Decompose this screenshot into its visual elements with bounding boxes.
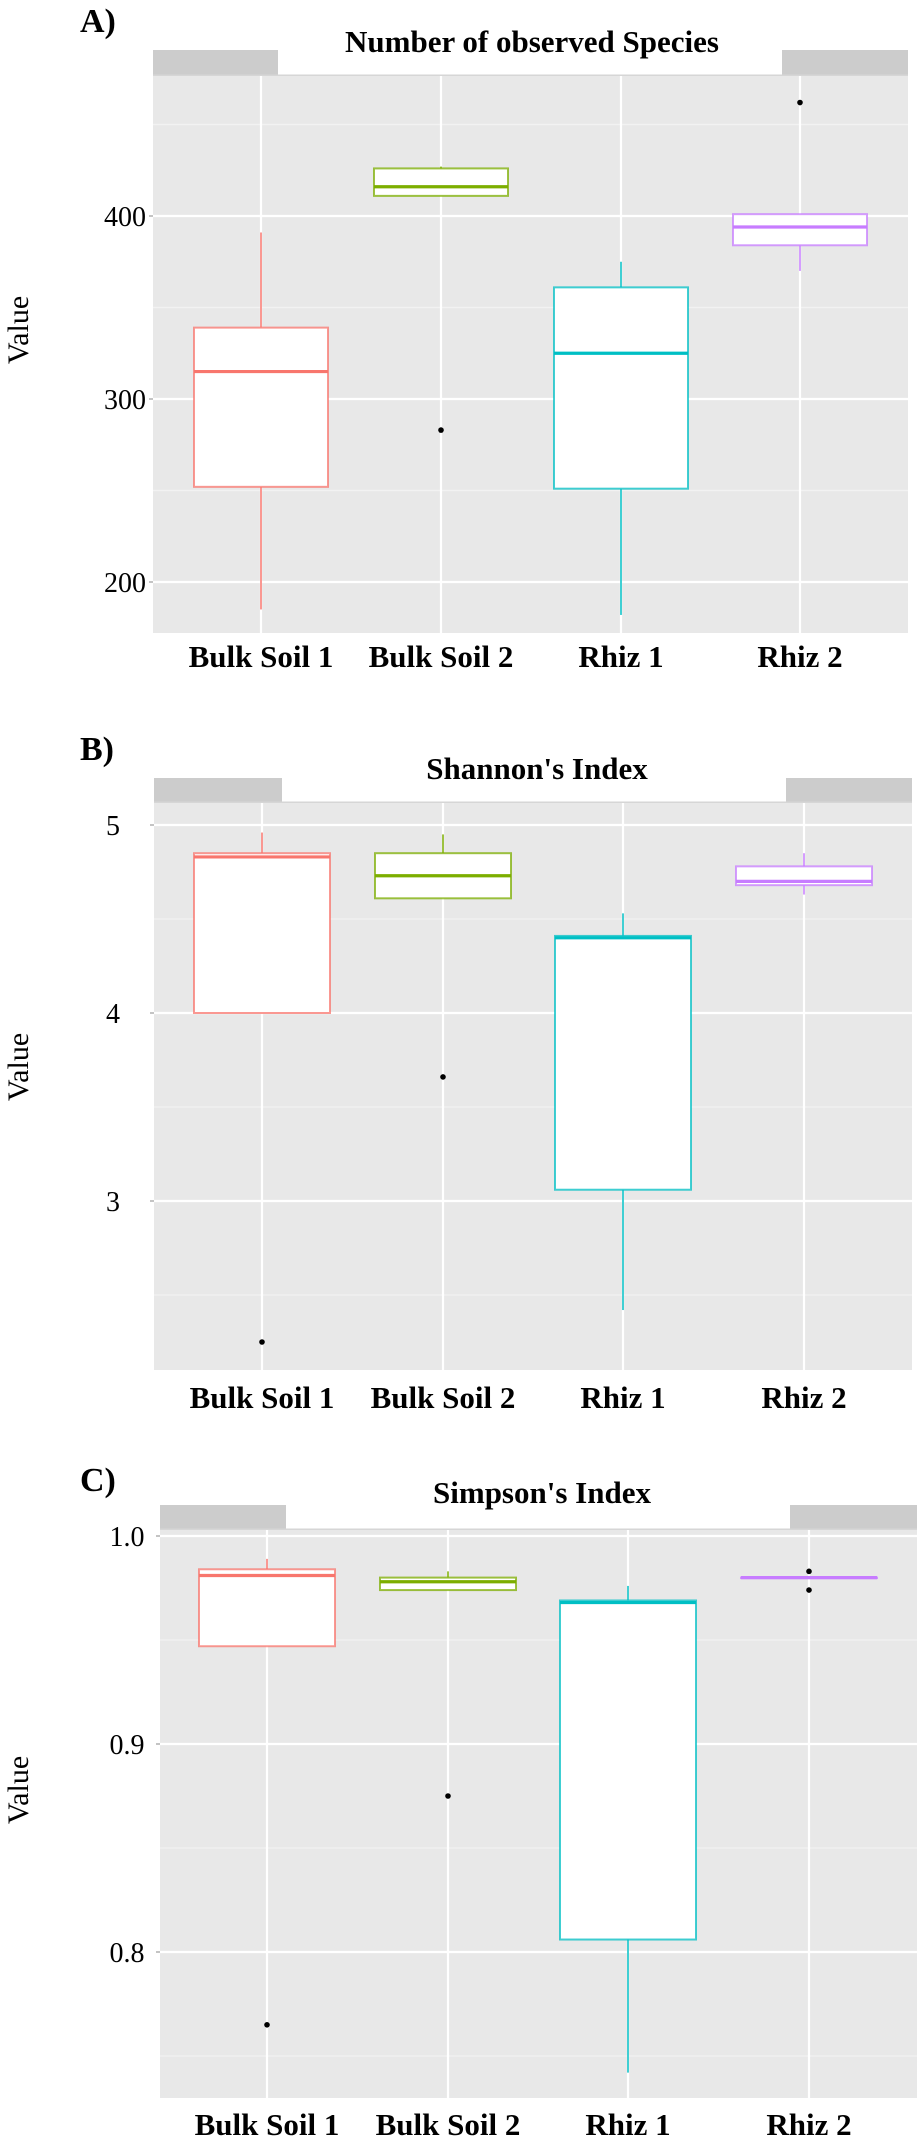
outlier-point	[438, 427, 444, 433]
facet-strip-left	[154, 778, 282, 803]
y-tick-label: 0.8	[110, 1938, 145, 1969]
panel-a-boxplots	[193, 99, 868, 615]
outlier-point	[806, 1587, 812, 1593]
x-tick-label: Rhiz 2	[757, 639, 842, 674]
panel-c-boxplots	[198, 1558, 878, 2073]
panel-c-y-axis-title: Value	[2, 1756, 35, 1824]
panel-b-label: B)	[80, 731, 114, 768]
boxplot-rhiz-2	[735, 853, 873, 895]
panel-a-label: A)	[80, 3, 116, 40]
y-tick-label: 3	[106, 1187, 120, 1218]
x-tick-label: Bulk Soil 2	[369, 639, 514, 674]
panel-b-y-ticks: 3 4 5	[106, 811, 154, 1218]
y-tick-label: 1.0	[110, 1522, 145, 1553]
y-tick-label: 0.9	[110, 1730, 145, 1761]
boxplot-rhiz-2	[740, 1568, 878, 1593]
panel-a-y-ticks: 200 300 400	[104, 202, 153, 599]
panel-c: C) Simpson's Index Value 0.8 0.9 1.0 Bulk …	[2, 1462, 917, 2140]
panel-c-x-tick-labels: Bulk Soil 1 Bulk Soil 2 Rhiz 1 Rhiz 2	[195, 2107, 852, 2140]
boxplot-rhiz-1	[554, 913, 692, 1311]
x-tick-label: Bulk Soil 1	[189, 639, 334, 674]
panel-a-title: Number of observed Species	[345, 24, 719, 59]
panel-a: A) Number of observed Species Value 200 3…	[2, 3, 908, 674]
panel-b-boxplots	[193, 832, 873, 1345]
facet-strip-left	[153, 50, 278, 76]
x-tick-label: Bulk Soil 2	[371, 1380, 516, 1415]
boxplot-bulk-soil-2	[374, 834, 512, 1080]
x-tick-label: Rhiz 1	[578, 639, 663, 674]
boxplot-rhiz-1	[553, 261, 689, 615]
x-tick-label: Bulk Soil 1	[195, 2107, 340, 2140]
boxplot-bulk-soil-1	[198, 1558, 336, 2028]
panel-a-y-axis-title: Value	[2, 296, 35, 364]
facet-strip-right	[790, 1505, 917, 1530]
boxplot-bulk-soil-1	[193, 832, 331, 1345]
y-tick-label: 200	[104, 568, 146, 599]
boxplot-bulk-soil-1	[193, 232, 329, 610]
facet-strip-right	[782, 50, 908, 76]
outlier-point	[797, 99, 803, 106]
x-tick-label: Rhiz 1	[580, 1380, 665, 1415]
panel-b-x-tick-labels: Bulk Soil 1 Bulk Soil 2 Rhiz 1 Rhiz 2	[190, 1380, 847, 1415]
boxplot-rhiz-1	[559, 1585, 697, 2073]
panel-b-y-axis-title: Value	[2, 1033, 35, 1101]
y-tick-label: 4	[106, 999, 120, 1030]
x-tick-label: Rhiz 1	[585, 2107, 670, 2140]
outlier-point	[440, 1074, 446, 1080]
panel-c-title: Simpson's Index	[433, 1475, 651, 1510]
panel-a-x-tick-labels: Bulk Soil 1 Bulk Soil 2 Rhiz 1 Rhiz 2	[189, 639, 843, 674]
x-tick-label: Bulk Soil 1	[190, 1380, 335, 1415]
panel-b-title: Shannon's Index	[426, 751, 648, 786]
x-tick-label: Rhiz 2	[766, 2107, 851, 2140]
x-tick-label: Bulk Soil 2	[376, 2107, 521, 2140]
x-tick-label: Rhiz 2	[761, 1380, 846, 1415]
boxplot-rhiz-2	[732, 99, 868, 271]
outlier-point	[264, 2022, 270, 2028]
y-tick-label: 300	[104, 385, 146, 416]
outlier-point	[806, 1568, 812, 1575]
y-tick-label: 5	[106, 811, 120, 842]
boxplot-bulk-soil-2	[379, 1571, 517, 1799]
facet-strip-left	[160, 1505, 286, 1530]
panel-c-y-ticks: 0.8 0.9 1.0	[110, 1522, 160, 1969]
panel-c-label: C)	[80, 1462, 116, 1499]
y-tick-label: 400	[104, 202, 146, 233]
facet-strip-right	[786, 778, 912, 803]
outlier-point	[445, 1793, 451, 1799]
outlier-point	[259, 1339, 265, 1345]
panel-b: B) Shannon's Index Value 3 4 5 Bulk Soil 1…	[2, 731, 912, 1415]
boxplot-bulk-soil-2	[373, 166, 509, 433]
